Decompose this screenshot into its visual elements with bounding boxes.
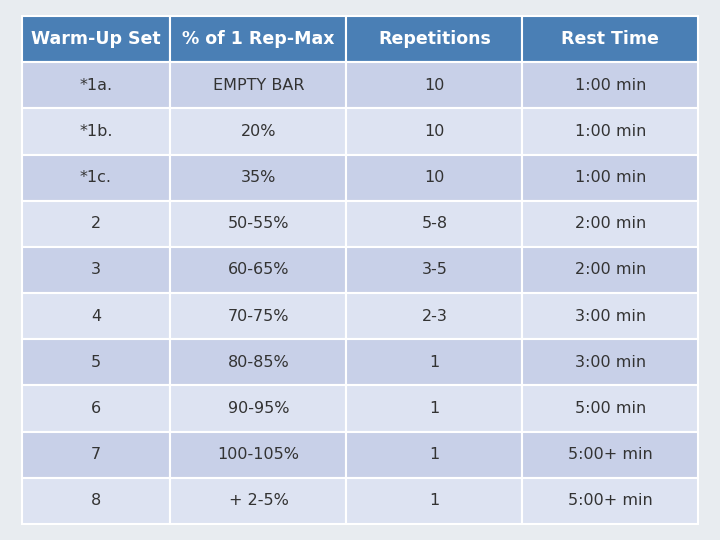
Bar	[523, 109, 698, 154]
Bar	[171, 339, 346, 386]
Bar	[346, 478, 523, 524]
Text: 100-105%: 100-105%	[217, 447, 300, 462]
Bar	[346, 16, 523, 62]
Text: 10: 10	[424, 78, 445, 93]
Text: 10: 10	[424, 124, 445, 139]
Bar	[523, 386, 698, 431]
Text: 1:00 min: 1:00 min	[575, 124, 646, 139]
Text: 2:00 min: 2:00 min	[575, 217, 646, 231]
Text: 5-8: 5-8	[421, 217, 448, 231]
Text: 5:00+ min: 5:00+ min	[568, 493, 653, 508]
Bar	[523, 16, 698, 62]
Bar	[171, 109, 346, 154]
Text: Repetitions: Repetitions	[378, 30, 491, 48]
Text: 7: 7	[91, 447, 101, 462]
Bar	[171, 247, 346, 293]
Bar	[22, 386, 171, 431]
Text: 3:00 min: 3:00 min	[575, 309, 646, 323]
Bar	[346, 386, 523, 431]
Bar	[22, 16, 171, 62]
Bar	[22, 201, 171, 247]
Text: 1:00 min: 1:00 min	[575, 170, 646, 185]
Bar	[22, 62, 171, 109]
Text: 3:00 min: 3:00 min	[575, 355, 646, 370]
Text: 70-75%: 70-75%	[228, 309, 289, 323]
Bar	[22, 109, 171, 154]
Text: 80-85%: 80-85%	[228, 355, 289, 370]
Text: Warm-Up Set: Warm-Up Set	[31, 30, 161, 48]
Text: 5:00 min: 5:00 min	[575, 401, 646, 416]
Text: 1: 1	[429, 401, 440, 416]
Text: 10: 10	[424, 170, 445, 185]
Text: 5:00+ min: 5:00+ min	[568, 447, 653, 462]
Bar	[523, 62, 698, 109]
Text: 5: 5	[91, 355, 101, 370]
Bar	[22, 478, 171, 524]
Bar	[171, 431, 346, 478]
Bar	[22, 154, 171, 201]
Bar	[523, 247, 698, 293]
Bar	[346, 293, 523, 339]
Text: 4: 4	[91, 309, 101, 323]
Bar	[346, 201, 523, 247]
Text: EMPTY BAR: EMPTY BAR	[212, 78, 305, 93]
Bar	[22, 339, 171, 386]
Text: 20%: 20%	[240, 124, 276, 139]
Text: 3: 3	[91, 262, 101, 278]
Bar	[346, 154, 523, 201]
Bar	[523, 154, 698, 201]
Bar	[171, 62, 346, 109]
Text: + 2-5%: + 2-5%	[228, 493, 289, 508]
Text: 2: 2	[91, 217, 101, 231]
Text: 2-3: 2-3	[421, 309, 447, 323]
Text: *1a.: *1a.	[79, 78, 112, 93]
Bar	[171, 386, 346, 431]
Bar	[22, 431, 171, 478]
Text: 1:00 min: 1:00 min	[575, 78, 646, 93]
Text: 1: 1	[429, 447, 440, 462]
Text: 8: 8	[91, 493, 102, 508]
Bar	[346, 62, 523, 109]
Text: 35%: 35%	[240, 170, 276, 185]
Bar	[523, 293, 698, 339]
Bar	[346, 109, 523, 154]
Bar	[346, 431, 523, 478]
Text: % of 1 Rep-Max: % of 1 Rep-Max	[182, 30, 335, 48]
Text: 50-55%: 50-55%	[228, 217, 289, 231]
Bar	[22, 293, 171, 339]
Text: 3-5: 3-5	[421, 262, 447, 278]
Bar	[171, 154, 346, 201]
Bar	[171, 16, 346, 62]
Text: 90-95%: 90-95%	[228, 401, 289, 416]
Text: *1c.: *1c.	[80, 170, 112, 185]
Bar	[346, 247, 523, 293]
Text: 2:00 min: 2:00 min	[575, 262, 646, 278]
Text: 1: 1	[429, 355, 440, 370]
Bar	[523, 431, 698, 478]
Bar	[171, 293, 346, 339]
Text: *1b.: *1b.	[79, 124, 113, 139]
Text: 1: 1	[429, 493, 440, 508]
Bar	[523, 478, 698, 524]
Bar	[171, 201, 346, 247]
Bar	[523, 201, 698, 247]
Bar	[346, 339, 523, 386]
Bar	[523, 339, 698, 386]
Bar	[22, 247, 171, 293]
Text: Rest Time: Rest Time	[562, 30, 660, 48]
Text: 6: 6	[91, 401, 101, 416]
Text: 60-65%: 60-65%	[228, 262, 289, 278]
Bar	[171, 478, 346, 524]
